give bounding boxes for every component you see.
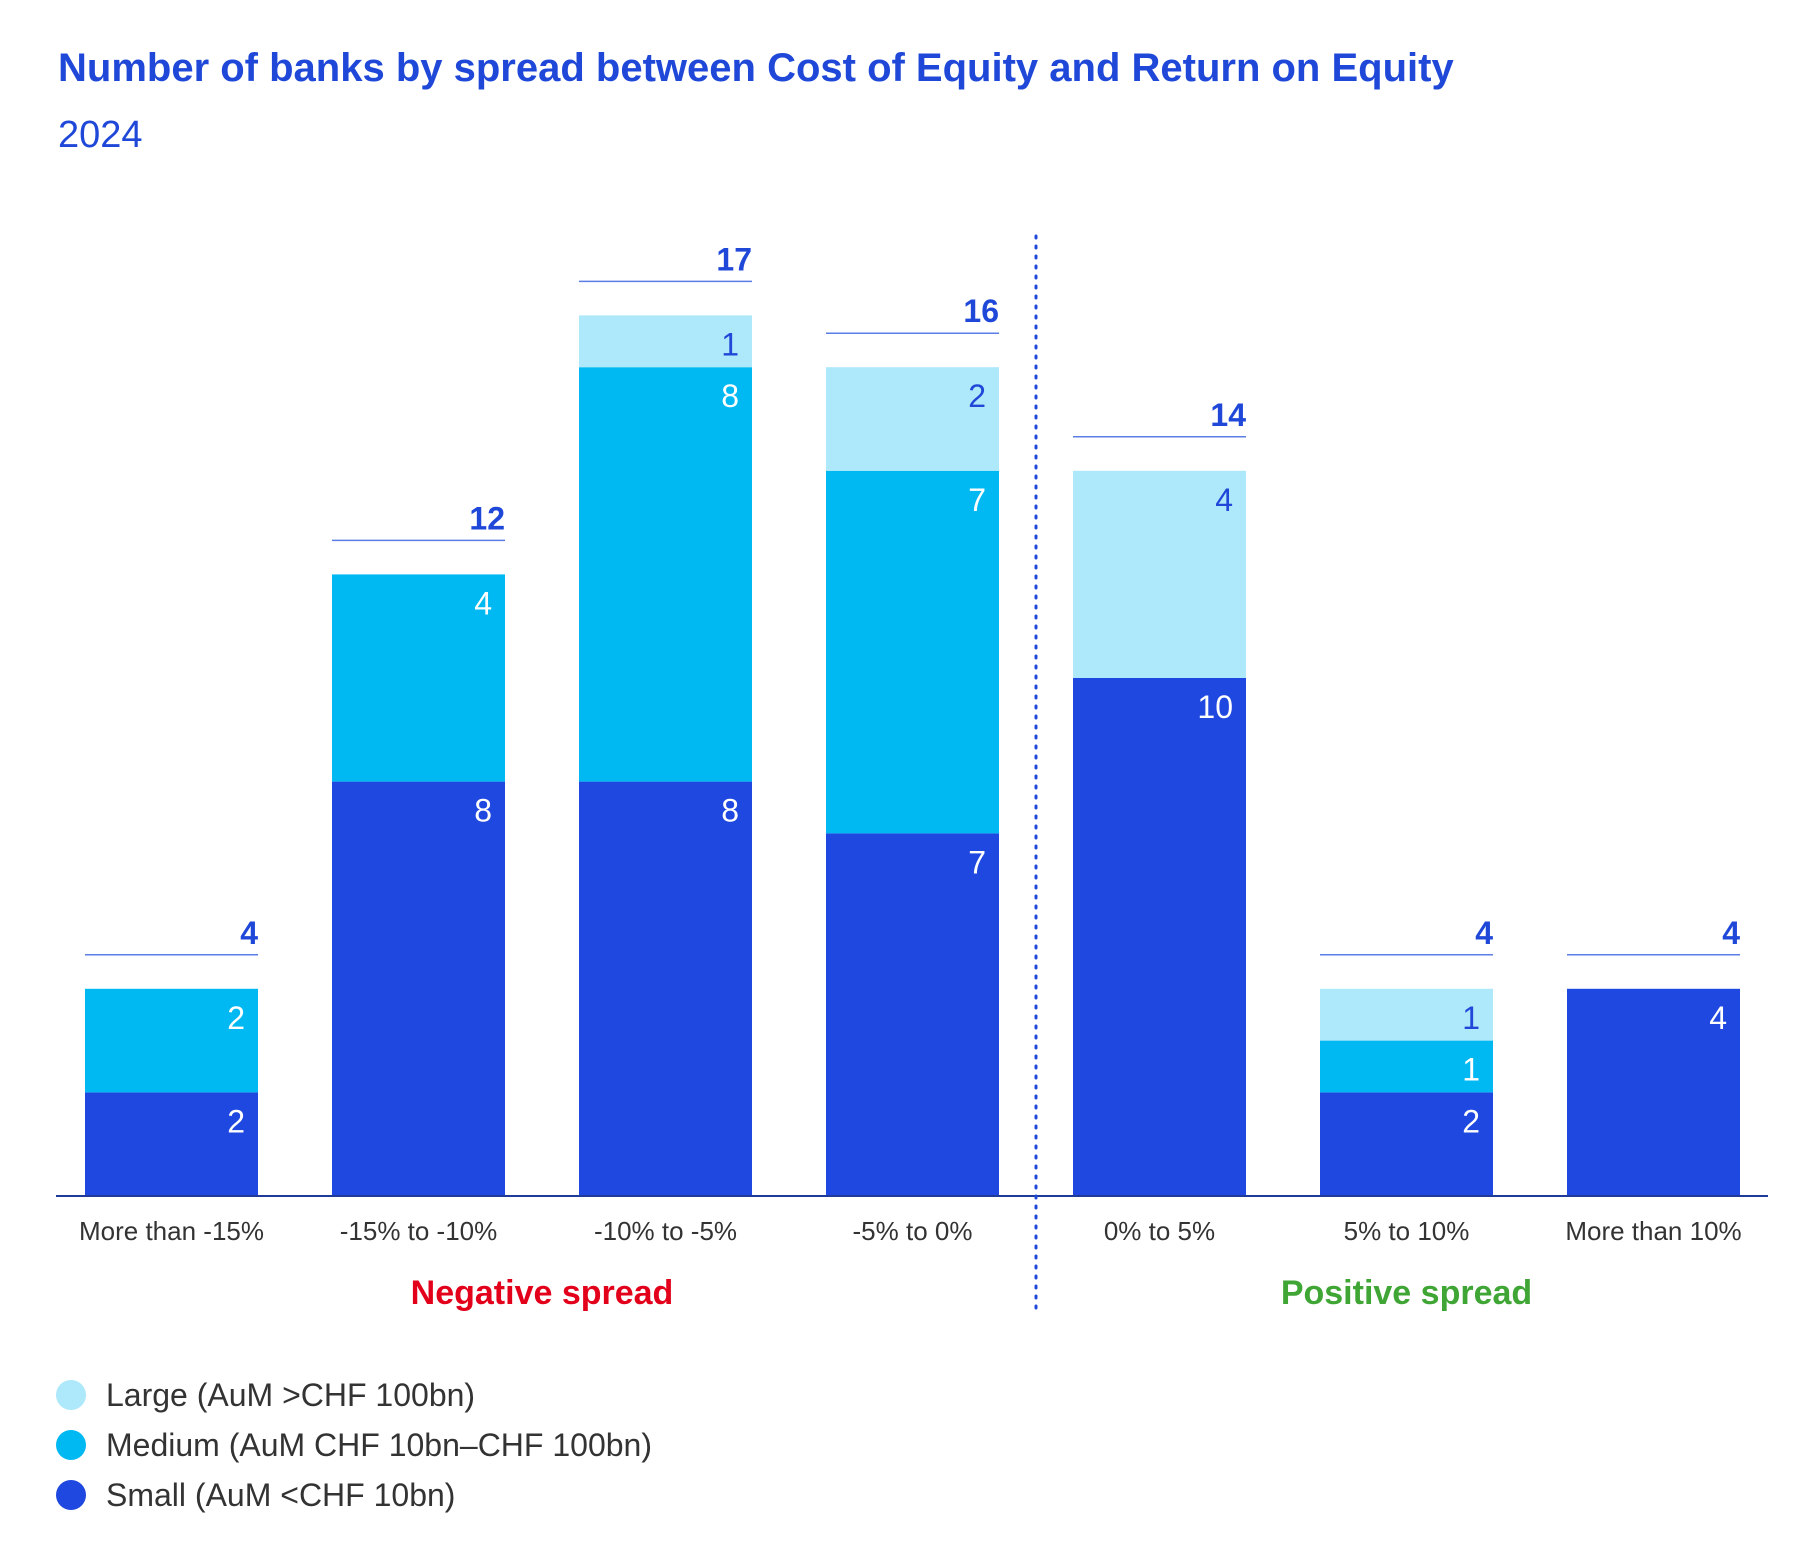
data-label: 4 bbox=[1215, 482, 1233, 518]
chart-title: Number of banks by spread between Cost o… bbox=[58, 46, 1454, 90]
bar-segment bbox=[1073, 678, 1246, 1196]
legend-label: Small (AuM <CHF 10bn) bbox=[106, 1476, 456, 1513]
bar-segment bbox=[826, 833, 999, 1196]
bar-segment bbox=[826, 367, 999, 471]
legend-label: Large (AuM >CHF 100bn) bbox=[106, 1376, 476, 1413]
legend-item: Small (AuM <CHF 10bn) bbox=[56, 1470, 652, 1520]
bar-segment bbox=[85, 988, 258, 1093]
data-label: 2 bbox=[1462, 1103, 1480, 1139]
category-label: -5% to 0% bbox=[853, 1216, 973, 1246]
bar-segment bbox=[1073, 470, 1246, 678]
bar-segment bbox=[579, 781, 752, 1196]
data-label: 8 bbox=[721, 793, 739, 829]
total-label: 4 bbox=[240, 915, 258, 951]
category-label: More than 10% bbox=[1565, 1216, 1741, 1246]
data-label: 10 bbox=[1197, 689, 1233, 725]
total-label: 4 bbox=[1475, 915, 1493, 951]
bar-segment bbox=[1320, 1092, 1493, 1196]
legend-swatch bbox=[56, 1430, 86, 1460]
bar-segment bbox=[579, 315, 752, 368]
data-label: 1 bbox=[721, 326, 739, 362]
group-label: Positive spread bbox=[1281, 1274, 1532, 1312]
category-label: 5% to 10% bbox=[1344, 1216, 1470, 1246]
total-label: 14 bbox=[1210, 397, 1246, 433]
bar-segment bbox=[579, 367, 752, 782]
data-label: 7 bbox=[968, 482, 986, 518]
data-label: 2 bbox=[227, 1103, 245, 1139]
bar-segment bbox=[1567, 988, 1740, 1196]
data-label: 1 bbox=[1462, 1052, 1480, 1088]
total-label: 12 bbox=[469, 500, 505, 536]
data-label: 8 bbox=[721, 378, 739, 414]
legend-item: Medium (AuM CHF 10bn–CHF 100bn) bbox=[56, 1420, 652, 1470]
data-label: 7 bbox=[968, 844, 986, 880]
data-label: 4 bbox=[474, 585, 492, 621]
legend-label: Medium (AuM CHF 10bn–CHF 100bn) bbox=[106, 1426, 652, 1463]
data-label: 2 bbox=[968, 378, 986, 414]
data-label: 4 bbox=[1709, 1000, 1727, 1036]
legend: Large (AuM >CHF 100bn) Medium (AuM CHF 10… bbox=[56, 1370, 652, 1520]
bar-segment bbox=[826, 470, 999, 834]
legend-item: Large (AuM >CHF 100bn) bbox=[56, 1370, 652, 1420]
legend-swatch bbox=[56, 1380, 86, 1410]
category-label: -15% to -10% bbox=[340, 1216, 498, 1246]
bar-segment bbox=[1320, 1040, 1493, 1093]
total-label: 17 bbox=[716, 241, 752, 277]
bar-segment bbox=[1320, 988, 1493, 1041]
data-label: 2 bbox=[227, 1000, 245, 1036]
group-label: Negative spread bbox=[411, 1274, 674, 1312]
bar-segment bbox=[332, 781, 505, 1196]
category-label: -10% to -5% bbox=[594, 1216, 737, 1246]
category-label: 0% to 5% bbox=[1104, 1216, 1215, 1246]
data-label: 1 bbox=[1462, 1000, 1480, 1036]
category-label: More than -15% bbox=[79, 1216, 264, 1246]
legend-swatch bbox=[56, 1480, 86, 1510]
total-label: 16 bbox=[963, 293, 999, 329]
data-label: 8 bbox=[474, 793, 492, 829]
bar-segment bbox=[332, 574, 505, 782]
chart-subtitle: 2024 bbox=[58, 114, 143, 156]
total-label: 4 bbox=[1722, 915, 1740, 951]
bar-segment bbox=[85, 1092, 258, 1196]
